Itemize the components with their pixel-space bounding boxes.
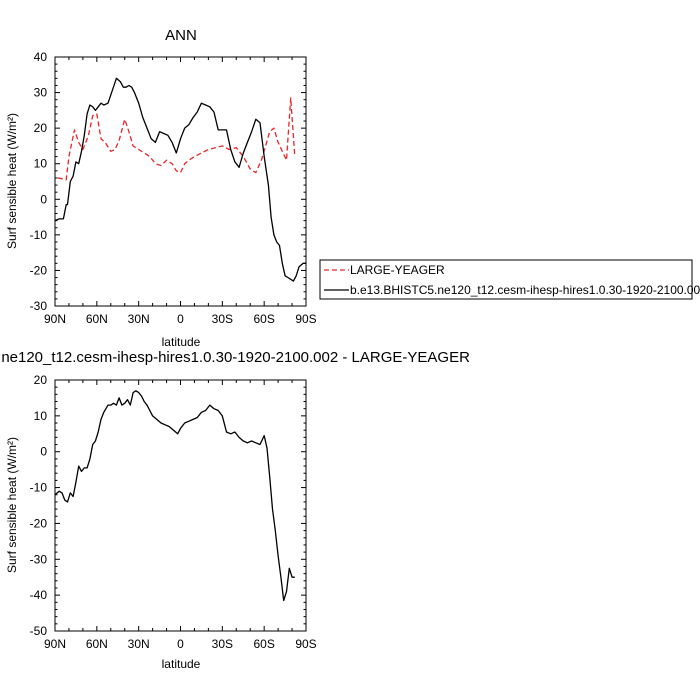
top-y-tick-label: -10 (30, 228, 48, 242)
top-series-line-large-yeager (57, 97, 296, 181)
top-x-tick-label: 30N (128, 312, 150, 326)
bottom-x-tick-label: 30N (128, 637, 150, 651)
legend-label-large-yeager: LARGE-YEAGER (350, 263, 445, 277)
top-y-tick-label: -30 (30, 299, 48, 313)
top-y-tick-label: 20 (34, 121, 48, 135)
top-chart-title: ANN (165, 27, 197, 44)
bottom-y-tick-label: -40 (30, 588, 48, 602)
top-panel: ANN 90N 60N 30N 0 30S 60S 90S -30 -20 -10 0 10 20 30… (5, 27, 317, 349)
bottom-x-tick-label: 90N (44, 637, 66, 651)
bottom-x-tick-label: 30S (212, 637, 233, 651)
top-x-tick-label: 0 (177, 312, 184, 326)
top-series-group (54, 77, 306, 282)
top-y-tick-label: -20 (30, 263, 48, 277)
top-y-tick-label: 40 (34, 50, 48, 64)
legend-label-model: b.e13.BHISTC5.ne120_t12.cesm-ihesp-hires… (350, 283, 700, 297)
top-x-tick-label: 30S (212, 312, 233, 326)
legend: LARGE-YEAGER b.e13.BHISTC5.ne120_t12.ces… (319, 259, 700, 300)
top-x-tick-label: 60N (86, 312, 108, 326)
bottom-x-tick-label: 0 (177, 637, 184, 651)
bottom-y-tick-label: -20 (30, 516, 48, 530)
top-y-ticks: -30 -20 -10 0 10 20 30 40 (30, 50, 306, 313)
bottom-plot-frame (54, 379, 307, 632)
bottom-y-ticks: -50 -40 -30 -20 -10 0 10 20 (30, 373, 306, 638)
top-x-tick-label: 60S (253, 312, 274, 326)
top-x-tick-label: 90N (44, 312, 66, 326)
bottom-series-line-model (54, 390, 295, 602)
top-y-tick-label: 0 (40, 192, 47, 206)
bottom-series-group (54, 390, 295, 602)
bottom-x-tick-label: 60N (86, 637, 108, 651)
bottom-x-tick-label: 90S (295, 637, 316, 651)
top-y-tick-label: 10 (34, 157, 48, 171)
top-y-tick-label: 30 (34, 86, 48, 100)
bottom-y-tick-label: -30 (30, 552, 48, 566)
bottom-y-tick-label: -10 (30, 481, 48, 495)
bottom-panel: b.e13.BHISTC5.ne120_t12.cesm-ihesp-hires… (0, 349, 470, 671)
top-series-line-model (54, 77, 306, 282)
bottom-x-tick-label: 60S (253, 637, 274, 651)
bottom-chart-title: b.e13.BHISTC5.ne120_t12.cesm-ihesp-hires… (0, 349, 470, 366)
legend-box (319, 259, 693, 300)
bottom-x-axis-label: latitude (162, 657, 201, 671)
top-x-tick-label: 90S (295, 312, 316, 326)
bottom-y-tick-label: 10 (34, 409, 48, 423)
bottom-y-tick-label: 20 (34, 373, 48, 387)
bottom-x-ticks: 90N 60N 30N 0 30S 60S 90S (44, 380, 317, 651)
top-y-axis-label: Surf sensible heat (W/m²) (5, 113, 19, 249)
top-x-axis-label: latitude (162, 335, 201, 349)
bottom-y-tick-label: -50 (30, 624, 48, 638)
bottom-y-axis-label: Surf sensible heat (W/m²) (5, 437, 19, 573)
top-x-ticks: 90N 60N 30N 0 30S 60S 90S (44, 57, 317, 326)
bottom-y-tick-label: 0 (40, 445, 47, 459)
